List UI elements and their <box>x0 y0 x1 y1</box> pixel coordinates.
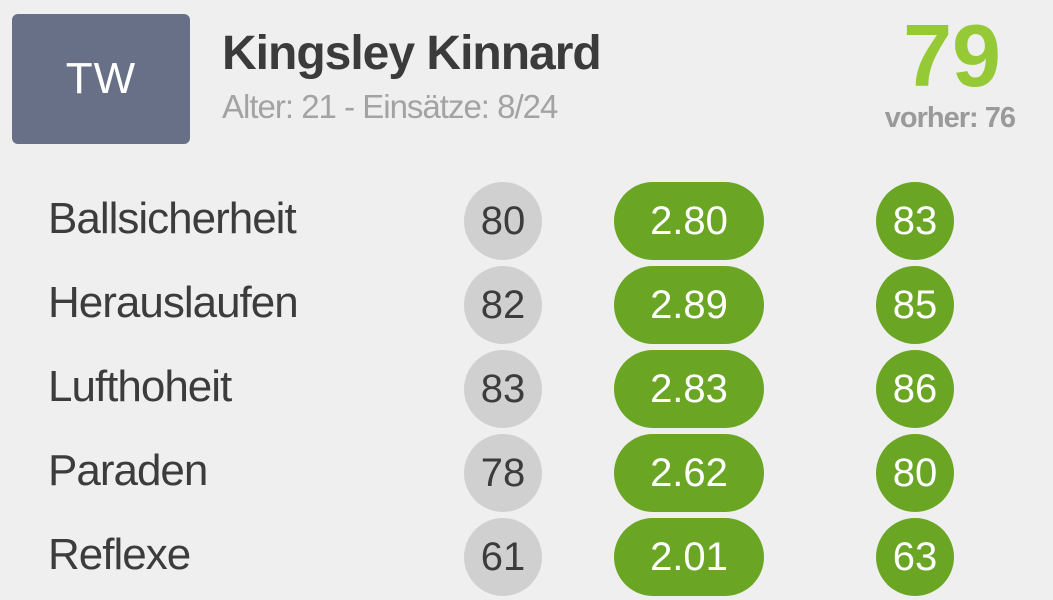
previous-rating: vorher: 76 <box>884 102 1016 134</box>
attribute-new-value: 83 <box>876 182 954 260</box>
attribute-current-value: 61 <box>464 518 542 596</box>
attribute-label: Herauslaufen <box>48 278 299 327</box>
attribute-current-value: 83 <box>464 350 542 428</box>
attribute-row-ballsicherheit: Ballsicherheit 80 2.80 83 <box>0 178 1053 262</box>
attribute-row-reflexe: Reflexe 61 2.01 63 <box>0 514 1053 598</box>
position-badge: TW <box>12 14 190 144</box>
attribute-new-value: 63 <box>876 518 954 596</box>
attribute-current-value: 82 <box>464 266 542 344</box>
attribute-gain-pill: 2.89 <box>614 266 764 344</box>
attribute-list: Ballsicherheit 80 2.80 83 Herauslaufen 8… <box>0 178 1053 598</box>
attribute-gain-pill: 2.62 <box>614 434 764 512</box>
attribute-new-value: 80 <box>876 434 954 512</box>
player-header: TW Kingsley Kinnard Alter: 21 - Einsätze… <box>0 0 1053 170</box>
attribute-new-value: 85 <box>876 266 954 344</box>
player-name: Kingsley Kinnard <box>222 27 602 80</box>
overall-rating: 79 <box>903 6 1001 105</box>
attribute-gain-pill: 2.01 <box>614 518 764 596</box>
attribute-gain-pill: 2.80 <box>614 182 764 260</box>
attribute-current-value: 78 <box>464 434 542 512</box>
attribute-gain-pill: 2.83 <box>614 350 764 428</box>
attribute-label: Paraden <box>48 446 208 495</box>
attribute-current-value: 80 <box>464 182 542 260</box>
attribute-row-lufthoheit: Lufthoheit 83 2.83 86 <box>0 346 1053 430</box>
attribute-label: Ballsicherheit <box>48 194 297 243</box>
player-meta: Alter: 21 - Einsätze: 8/24 <box>222 88 558 125</box>
attribute-row-paraden: Paraden 78 2.62 80 <box>0 430 1053 514</box>
attribute-label: Reflexe <box>48 530 191 579</box>
attribute-row-herauslaufen: Herauslaufen 82 2.89 85 <box>0 262 1053 346</box>
attribute-new-value: 86 <box>876 350 954 428</box>
attribute-label: Lufthoheit <box>48 362 232 411</box>
